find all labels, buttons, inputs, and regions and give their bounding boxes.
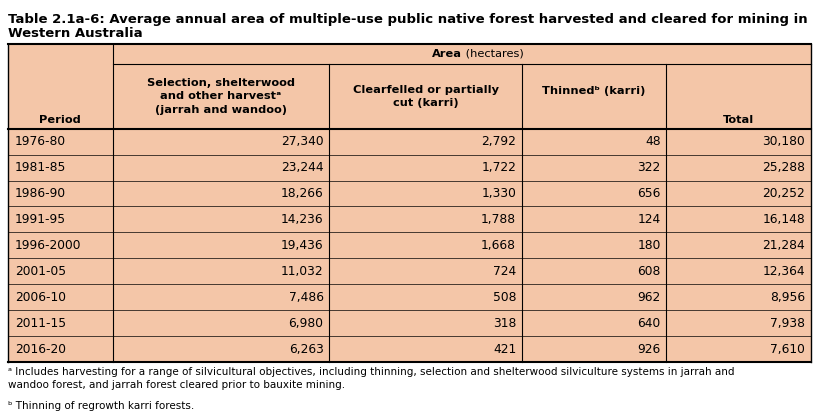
Text: ᵃ Includes harvesting for a range of silvicultural objectives, including thinnin: ᵃ Includes harvesting for a range of sil…	[8, 367, 735, 390]
Text: 7,938: 7,938	[770, 316, 805, 330]
Text: 2011-15: 2011-15	[15, 316, 66, 330]
Text: 23,244: 23,244	[281, 161, 324, 174]
Text: 27,340: 27,340	[281, 135, 324, 148]
Text: Total: Total	[723, 115, 754, 125]
Text: ᵇ Thinning of regrowth karri forests.: ᵇ Thinning of regrowth karri forests.	[8, 401, 194, 411]
Text: Table 2.1a-6: Average annual area of multiple-use public native forest harvested: Table 2.1a-6: Average annual area of mul…	[8, 13, 808, 26]
Text: 16,148: 16,148	[762, 213, 805, 226]
Text: 11,032: 11,032	[281, 265, 324, 278]
Text: 1,722: 1,722	[482, 161, 516, 174]
Text: 1976-80: 1976-80	[15, 135, 66, 148]
Text: 30,180: 30,180	[762, 135, 805, 148]
Text: 962: 962	[637, 291, 661, 304]
Text: 180: 180	[637, 239, 661, 252]
Text: 8,956: 8,956	[770, 291, 805, 304]
Text: 1991-95: 1991-95	[15, 213, 66, 226]
Text: 7,610: 7,610	[770, 342, 805, 356]
Text: 6,980: 6,980	[288, 316, 324, 330]
Text: 322: 322	[637, 161, 661, 174]
Text: 640: 640	[637, 316, 661, 330]
Text: 656: 656	[637, 187, 661, 200]
Text: 7,486: 7,486	[288, 291, 324, 304]
Text: 19,436: 19,436	[281, 239, 324, 252]
Text: 14,236: 14,236	[281, 213, 324, 226]
Text: 48: 48	[645, 135, 661, 148]
Text: 1,330: 1,330	[482, 187, 516, 200]
Text: 2,792: 2,792	[482, 135, 516, 148]
Text: Period: Period	[39, 115, 81, 125]
Text: 724: 724	[493, 265, 516, 278]
Text: 6,263: 6,263	[288, 342, 324, 356]
Text: Western Australia: Western Australia	[8, 27, 143, 40]
Text: 25,288: 25,288	[762, 161, 805, 174]
Text: 1,788: 1,788	[481, 213, 516, 226]
Text: 421: 421	[493, 342, 516, 356]
Text: Area: Area	[432, 49, 462, 59]
Text: 508: 508	[493, 291, 516, 304]
Text: 12,364: 12,364	[762, 265, 805, 278]
Text: 926: 926	[637, 342, 661, 356]
Text: Clearfelled or partially
cut (karri): Clearfelled or partially cut (karri)	[352, 85, 499, 108]
Text: (hectares): (hectares)	[462, 49, 523, 59]
Text: 2001-05: 2001-05	[15, 265, 66, 278]
Text: 21,284: 21,284	[762, 239, 805, 252]
Text: 2016-20: 2016-20	[15, 342, 66, 356]
Text: Thinnedᵇ (karri): Thinnedᵇ (karri)	[542, 87, 646, 96]
Text: 1996-2000: 1996-2000	[15, 239, 81, 252]
Text: 1986-90: 1986-90	[15, 187, 66, 200]
Text: 1981-85: 1981-85	[15, 161, 66, 174]
Text: 20,252: 20,252	[762, 187, 805, 200]
Text: 318: 318	[493, 316, 516, 330]
Text: 18,266: 18,266	[281, 187, 324, 200]
Text: Selection, shelterwood
and other harvestᵃ
(jarrah and wandoo): Selection, shelterwood and other harvest…	[147, 78, 295, 115]
Text: 124: 124	[637, 213, 661, 226]
Text: 2006-10: 2006-10	[15, 291, 66, 304]
Text: 608: 608	[637, 265, 661, 278]
Text: 1,668: 1,668	[481, 239, 516, 252]
